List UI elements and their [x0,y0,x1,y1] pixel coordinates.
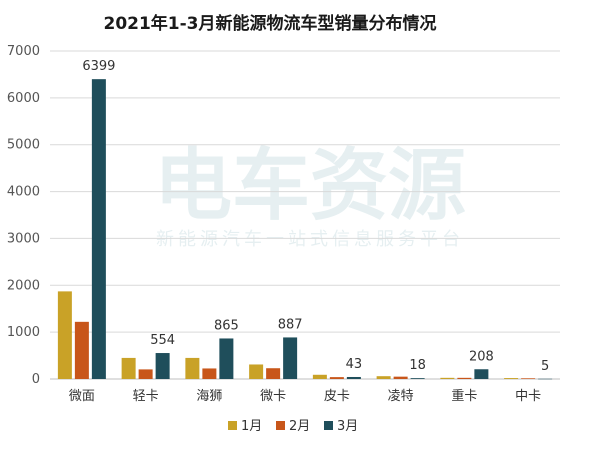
y-tick-label: 2000 [7,278,40,293]
bar-2-7 [457,377,472,379]
data-label: 887 [278,317,303,332]
bar-1-1 [57,291,72,379]
watermark: 电车资源 新能源汽车一站式信息服务平台 [154,141,466,250]
bar-1-5 [312,374,327,379]
legend: 1月 2月 3月 [228,419,358,434]
bar-1-3 [185,357,200,379]
bar-3-2 [155,353,170,379]
bar-3-4 [283,337,298,379]
x-axis-categories: 微面 轻卡 海狮 微卡 皮卡 凌特 重卡 中卡 [69,388,541,404]
x-category-label: 皮卡 [324,389,350,404]
bar-1-7 [440,377,455,379]
legend-label: 2月 [289,419,310,434]
x-category-label: 微卡 [260,389,286,404]
bar-3-7 [474,369,489,379]
data-labels: 6399 554 865 887 43 18 208 5 [82,59,549,374]
x-category-label: 轻卡 [133,389,159,404]
data-label: 554 [150,333,175,348]
legend-swatch [276,421,285,430]
y-tick-label: 7000 [7,44,40,59]
bar-3-6 [410,378,425,379]
y-tick-label: 0 [32,372,40,387]
gridlines [50,50,560,380]
y-tick-label: 6000 [7,91,40,106]
x-category-label: 凌特 [388,389,414,404]
bar-2-5 [329,377,344,379]
bar-2-2 [138,369,153,379]
x-category-label: 海狮 [196,389,222,404]
y-tick-label: 5000 [7,138,40,153]
bar-2-4 [266,368,281,379]
bar-1-4 [249,364,264,379]
data-label: 6399 [82,59,115,74]
bar-2-6 [393,376,408,379]
bar-1-8 [504,378,519,379]
y-tick-label: 4000 [7,185,40,200]
bar-2-3 [202,368,217,379]
legend-swatch [324,421,333,430]
bar-3-3 [219,338,234,379]
data-label: 43 [346,357,363,372]
bar-3-8 [538,378,553,380]
bar-1-6 [376,376,391,379]
legend-swatch [228,421,237,430]
y-axis-ticks: 0 1000 2000 3000 4000 5000 6000 7000 [7,44,40,387]
data-label: 18 [409,358,426,373]
bar-3-5 [346,376,361,379]
data-label: 5 [541,359,549,374]
data-label: 208 [469,349,494,364]
x-category-label: 微面 [69,389,95,404]
bar-1-2 [121,357,136,379]
x-category-label: 中卡 [515,389,541,404]
legend-label: 1月 [241,419,262,434]
watermark-tagline: 新能源汽车一站式信息服务平台 [156,229,464,250]
bar-2-8 [521,378,536,379]
bar-2-1 [74,321,89,379]
bars [57,79,553,380]
y-tick-label: 3000 [7,231,40,246]
x-category-label: 重卡 [451,388,477,404]
chart-title: 2021年1-3月新能源物流车型销量分布情况 [103,13,436,34]
legend-label: 3月 [337,419,358,434]
data-label: 865 [214,318,239,333]
bar-3-1 [91,79,106,380]
y-tick-label: 1000 [7,325,40,340]
watermark-logo-text: 电车资源 [154,141,466,231]
